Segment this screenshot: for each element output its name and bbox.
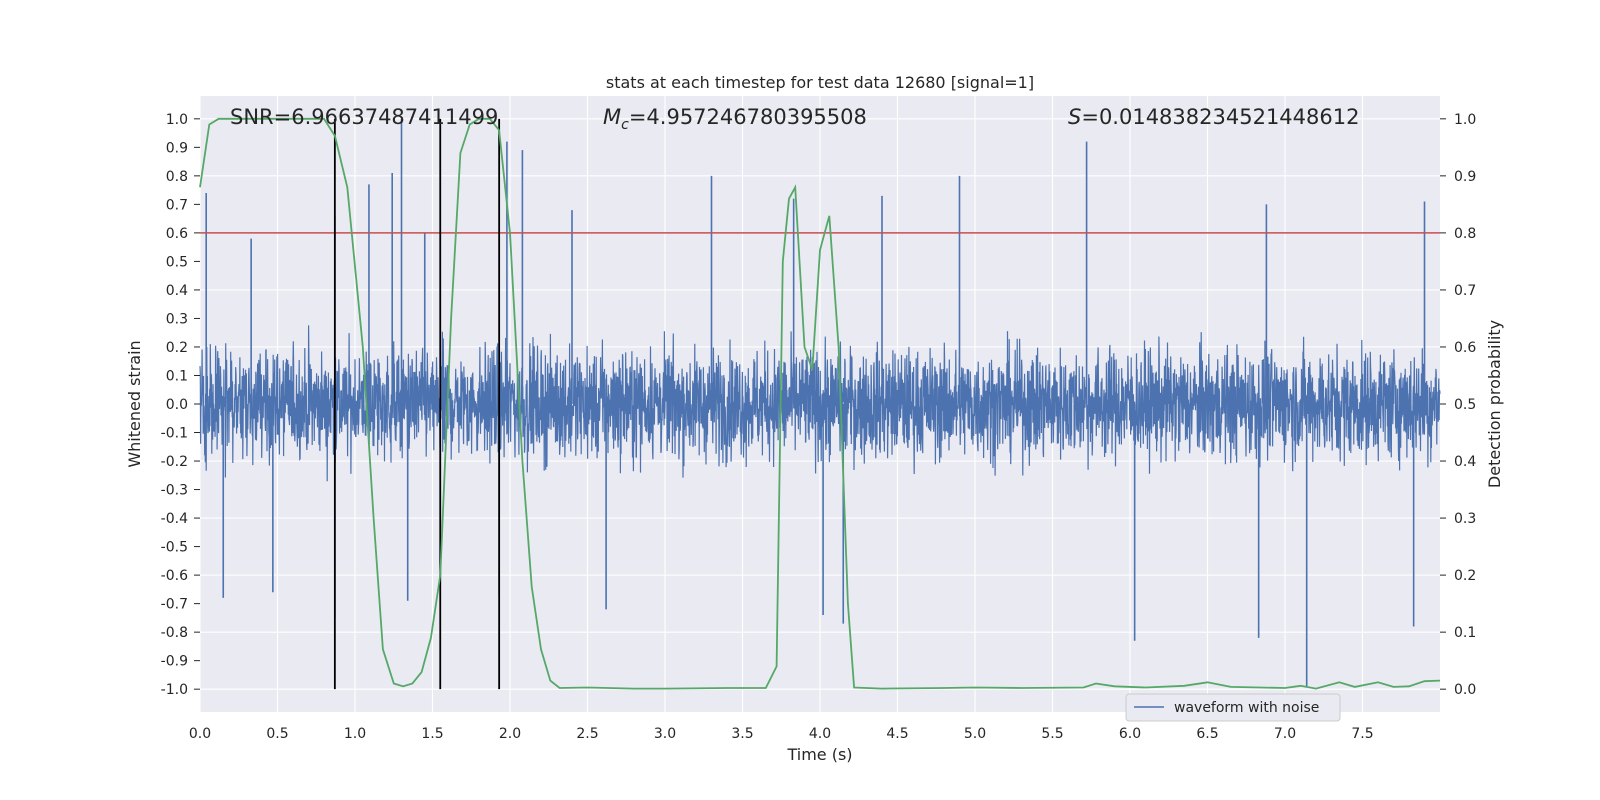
mc-annotation: Mc=4.957246780395508 [603, 105, 867, 133]
x-axis-ticks: 0.0 0.5 1.0 1.5 2.0 2.5 3.0 3.5 4.0 4.5 5.0 5.5 6.0 6… [189, 726, 1374, 742]
right-y-axis-label: Detection probability [1485, 320, 1504, 488]
x-axis-label: Time (s) [786, 745, 852, 764]
chart-title: stats at each timestep for test data 126… [606, 73, 1034, 92]
x-tick-label: 6.0 [1119, 726, 1141, 742]
snr-annotation: SNR=6.96637487411499 [230, 105, 498, 129]
left-y-tick-label: 0.8 [166, 169, 188, 185]
legend-label: waveform with noise [1174, 700, 1319, 716]
left-y-tick-label: -0.4 [161, 511, 188, 527]
waveform-line [199, 325, 1441, 482]
left-y-tick-label: -0.3 [161, 483, 188, 499]
right-y-tick-label: 0.6 [1454, 340, 1476, 356]
left-y-tick-label: -0.6 [161, 568, 188, 584]
x-tick-label: 3.5 [731, 726, 753, 742]
x-tick-label: 2.5 [576, 726, 598, 742]
x-tick-label: 5.0 [964, 726, 986, 742]
x-tick-label: 5.5 [1041, 726, 1063, 742]
left-y-tick-label: 0.3 [166, 311, 188, 327]
legend-box [1125, 693, 1341, 722]
vertical-marker-lines [333, 118, 501, 690]
left-y-tick-label: -0.9 [161, 654, 188, 670]
mc-subscript: c [621, 117, 629, 133]
x-tick-label: 0.0 [189, 726, 211, 742]
right-y-tick-label: 0.3 [1454, 511, 1476, 527]
s-value: =0.014838234521448612 [1081, 105, 1359, 129]
left-y-tick-label: 0.2 [166, 340, 188, 356]
left-y-tick-label: -0.1 [161, 426, 188, 442]
x-tick-label: 7.5 [1351, 726, 1373, 742]
x-tick-label: 6.5 [1196, 726, 1218, 742]
left-y-tick-label: 1.0 [166, 112, 188, 128]
x-tick-label: 7.0 [1274, 726, 1296, 742]
left-y-axis-label: Whitened strain [125, 340, 144, 467]
x-tick-label: 3.0 [654, 726, 676, 742]
right-y-tick-label: 0.8 [1454, 226, 1476, 242]
right-y-tick-label: 0.5 [1454, 397, 1476, 413]
left-y-tick-label: -0.5 [161, 540, 188, 556]
right-y-tick-label: 0.2 [1454, 568, 1476, 584]
right-y-tick-label: 1.0 [1454, 112, 1476, 128]
left-y-tick-label: 0.7 [166, 197, 188, 213]
s-symbol: S [1068, 105, 1081, 129]
s-annotation: S=0.014838234521448612 [1068, 105, 1359, 129]
left-y-axis-ticks: 1.0 0.9 0.8 0.7 0.6 0.5 0.4 0.3 0.2 0.1 0.0 -0.1 -0.… [161, 112, 200, 698]
detection-probability-series [199, 117, 1441, 690]
detection-probability-line [199, 117, 1441, 690]
left-y-tick-label: 0.0 [166, 397, 188, 413]
left-y-tick-label: 0.6 [166, 226, 188, 242]
right-y-tick-label: 0.4 [1454, 454, 1476, 470]
mc-value: =4.957246780395508 [629, 105, 867, 129]
right-y-tick-label: 0.1 [1454, 625, 1476, 641]
left-y-tick-label: 0.1 [166, 368, 188, 384]
mc-symbol: M [603, 105, 621, 129]
left-y-tick-label: -0.8 [161, 625, 188, 641]
waveform-series [199, 118, 1441, 687]
right-y-axis-ticks: 1.0 0.9 0.8 0.7 0.6 0.5 0.4 0.3 0.2 0.1 0.0 [1440, 112, 1476, 698]
x-tick-label: 4.5 [886, 726, 908, 742]
right-y-tick-label: 0.7 [1454, 283, 1476, 299]
x-tick-label: 0.5 [266, 726, 288, 742]
x-tick-label: 1.5 [421, 726, 443, 742]
left-y-tick-label: -1.0 [161, 682, 188, 698]
left-y-tick-label: -0.7 [161, 597, 188, 613]
x-tick-label: 4.0 [809, 726, 831, 742]
right-y-tick-label: 0.9 [1454, 169, 1476, 185]
left-y-tick-label: 0.9 [166, 140, 188, 156]
left-y-tick-label: 0.5 [166, 254, 188, 270]
left-y-tick-label: 0.4 [166, 283, 188, 299]
x-tick-label: 1.0 [344, 726, 366, 742]
legend: waveform with noise [1125, 693, 1341, 722]
x-tick-label: 2.0 [499, 726, 521, 742]
left-y-tick-label: -0.2 [161, 454, 188, 470]
right-y-tick-label: 0.0 [1454, 682, 1476, 698]
